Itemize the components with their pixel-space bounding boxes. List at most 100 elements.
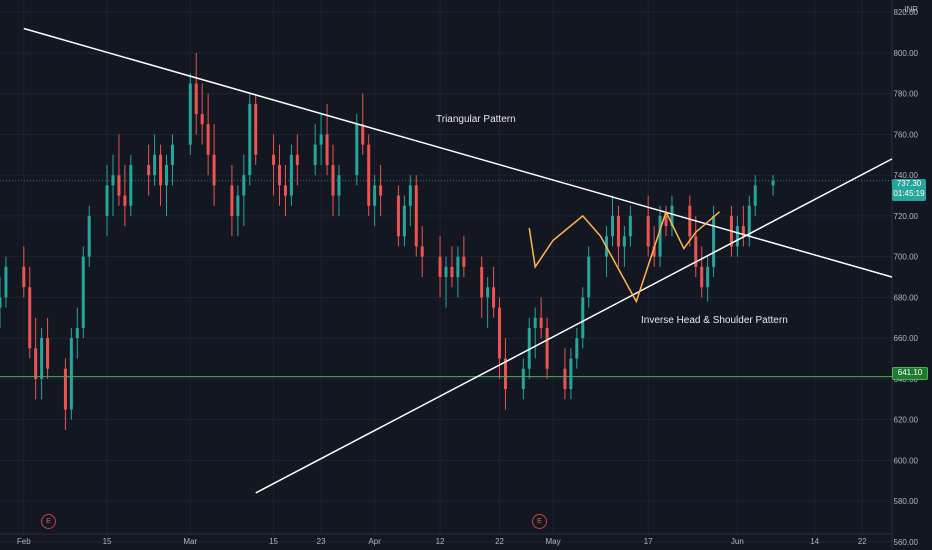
- triangular-pattern-label: Triangular Pattern: [436, 114, 516, 125]
- candle-body: [462, 256, 466, 267]
- y-tick-label: 660.00: [894, 334, 919, 343]
- trendline-lower: [255, 158, 893, 494]
- x-tick-label: 15: [103, 537, 112, 546]
- candle-body: [408, 185, 412, 206]
- candle-body: [254, 103, 258, 155]
- candle-body: [664, 215, 668, 227]
- candle-body: [438, 256, 442, 278]
- candle-body: [521, 368, 525, 390]
- candle-body: [283, 185, 287, 196]
- earnings-event-icon[interactable]: E: [532, 514, 547, 529]
- candle-body: [480, 266, 484, 298]
- candle-body: [277, 165, 281, 186]
- y-tick-label: 780.00: [894, 90, 919, 99]
- candle-body: [188, 83, 192, 145]
- candle-body: [153, 154, 157, 176]
- x-tick-label: 14: [810, 537, 819, 546]
- candle-body: [658, 215, 662, 257]
- candle-body: [248, 103, 252, 176]
- y-tick-label: 700.00: [894, 253, 919, 262]
- support-level-tag: 641.10: [892, 367, 928, 380]
- candle-body: [396, 195, 400, 237]
- y-tick-label: 580.00: [894, 497, 919, 506]
- candle-body: [587, 256, 591, 298]
- earnings-event-icon[interactable]: E: [41, 514, 56, 529]
- candle-body: [575, 338, 579, 359]
- candle-body: [81, 256, 85, 328]
- candle-body: [741, 226, 745, 237]
- candle-body: [486, 287, 490, 298]
- candle-body: [414, 185, 418, 247]
- x-tick-label: 12: [436, 537, 445, 546]
- candle-body: [581, 297, 585, 339]
- candle-body: [545, 327, 549, 369]
- candle-body: [75, 327, 79, 339]
- candle-body: [492, 287, 496, 308]
- candle-body: [569, 358, 573, 390]
- candle-body: [444, 266, 448, 278]
- y-tick-label: 800.00: [894, 49, 919, 58]
- x-tick-label: Feb: [17, 537, 31, 546]
- candle-body: [622, 236, 626, 247]
- candle-body: [230, 185, 234, 216]
- candle-body: [206, 124, 210, 155]
- candle-body: [105, 185, 109, 216]
- inverse-head-shoulder-label: Inverse Head & Shoulder Pattern: [641, 315, 788, 326]
- candle-body: [40, 338, 44, 379]
- candle-body: [129, 165, 133, 206]
- candle-body: [313, 144, 317, 165]
- candle-body: [117, 175, 121, 196]
- candle-body: [355, 124, 359, 176]
- ihs-pattern-path: [528, 209, 721, 304]
- bar-countdown: 01:45:19: [893, 189, 925, 198]
- y-tick-label: 760.00: [894, 130, 919, 139]
- candle-body: [712, 215, 716, 267]
- candle-body: [747, 205, 751, 237]
- candle-body: [63, 368, 67, 410]
- candle-body: [700, 266, 704, 288]
- candle-body: [706, 266, 710, 288]
- candle-body: [652, 246, 656, 257]
- candle-body: [361, 124, 365, 145]
- candle-body: [272, 154, 276, 165]
- candle-body: [111, 175, 115, 186]
- candle-body: [456, 256, 460, 278]
- candle-body: [379, 185, 383, 196]
- candle-body: [753, 185, 757, 206]
- currency-label: INR: [904, 5, 918, 14]
- y-tick-label: 720.00: [894, 212, 919, 221]
- y-tick-label: 820.00: [894, 8, 919, 17]
- candle-body: [402, 205, 406, 237]
- candle-body: [450, 266, 454, 278]
- y-tick-label: 680.00: [894, 293, 919, 302]
- candle-body: [771, 180, 775, 186]
- candle-body: [212, 154, 216, 186]
- candle-body: [236, 195, 240, 216]
- y-tick-label: 740.00: [894, 171, 919, 180]
- candle-body: [735, 226, 739, 247]
- y-tick-label: 560.00: [894, 538, 919, 547]
- y-tick-label: 620.00: [894, 416, 919, 425]
- candle-body: [616, 215, 620, 247]
- x-tick-label: May: [545, 537, 560, 546]
- last-price-value: 737.30: [896, 179, 922, 188]
- candle-body: [611, 215, 615, 237]
- candle-body: [694, 236, 698, 267]
- candle-body: [123, 195, 127, 206]
- last-price-tag: 737.30 01:45:19: [892, 179, 926, 201]
- candle-body: [22, 266, 26, 288]
- candle-body: [533, 317, 537, 328]
- x-tick-label: 23: [317, 537, 326, 546]
- candle-body: [0, 297, 2, 308]
- candle-body: [319, 134, 323, 145]
- x-tick-label: Apr: [368, 537, 381, 546]
- x-tick-label: 17: [644, 537, 653, 546]
- candle-body: [69, 338, 73, 410]
- candle-body: [159, 154, 163, 186]
- candle-body: [194, 83, 198, 115]
- candle-body: [498, 307, 502, 359]
- x-tick-label: 22: [858, 537, 867, 546]
- candle-body: [200, 114, 204, 125]
